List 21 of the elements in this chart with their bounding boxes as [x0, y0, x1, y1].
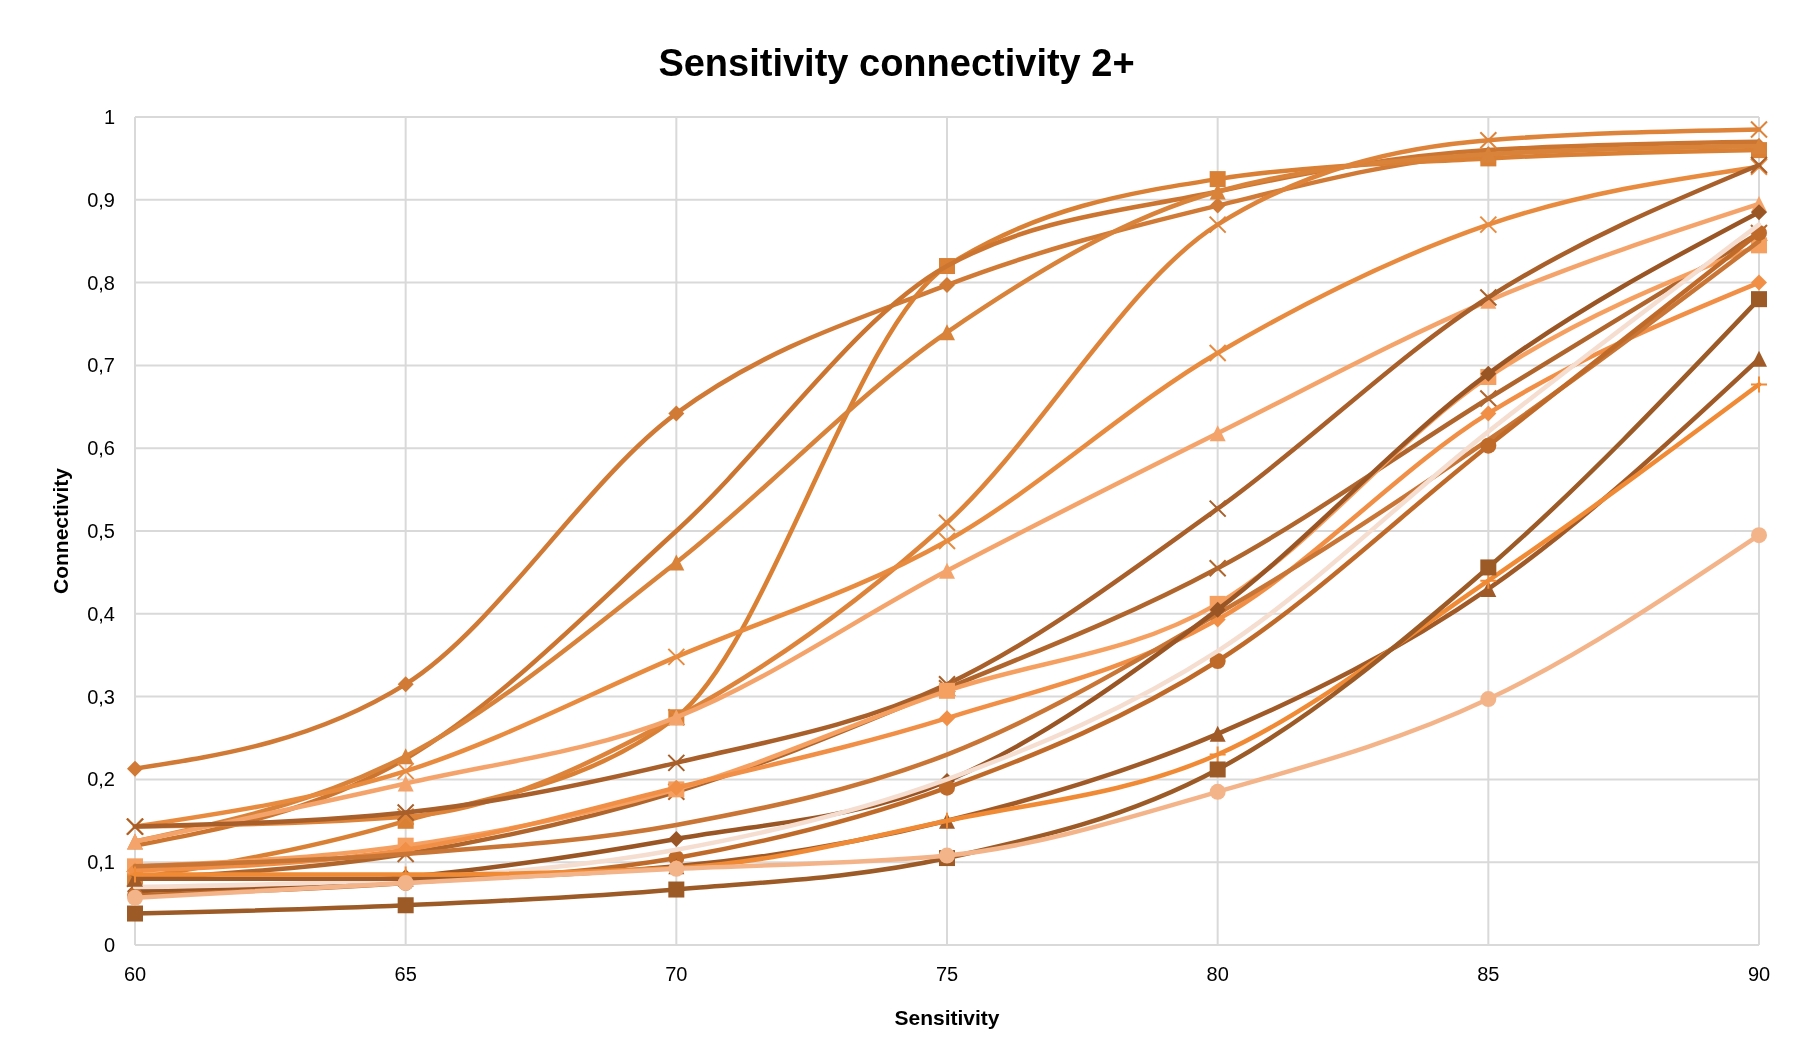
- y-tick-label: 1: [103, 106, 115, 128]
- y-tick-label: 0,8: [87, 271, 115, 294]
- y-tick-label: 0,9: [87, 188, 115, 211]
- y-tick-label: 0,7: [87, 354, 115, 377]
- y-tick-label: 0,5: [87, 520, 115, 542]
- y-tick-label: 0,6: [87, 437, 115, 460]
- x-tick-label: 85: [1477, 963, 1500, 985]
- y-tick-label: 0,1: [87, 851, 115, 874]
- x-tick-label: 70: [665, 963, 688, 985]
- y-tick-label: 0,4: [87, 602, 115, 625]
- x-tick-label: 90: [1747, 963, 1771, 985]
- y-tick-label: 0,2: [87, 768, 115, 791]
- x-axis-title: Sensitivity: [894, 1006, 1000, 1029]
- x-tick-label: 65: [394, 963, 417, 985]
- x-tick-label: 75: [935, 963, 959, 985]
- x-tick-label: 80: [1206, 963, 1229, 985]
- chart-title: Sensitivity connectivity 2+: [658, 42, 1135, 84]
- y-tick-label: 0,3: [87, 685, 115, 708]
- y-tick-label: 0: [103, 934, 115, 956]
- y-axis-title: Connectivity: [49, 467, 72, 595]
- x-tick-label: 60: [123, 963, 147, 985]
